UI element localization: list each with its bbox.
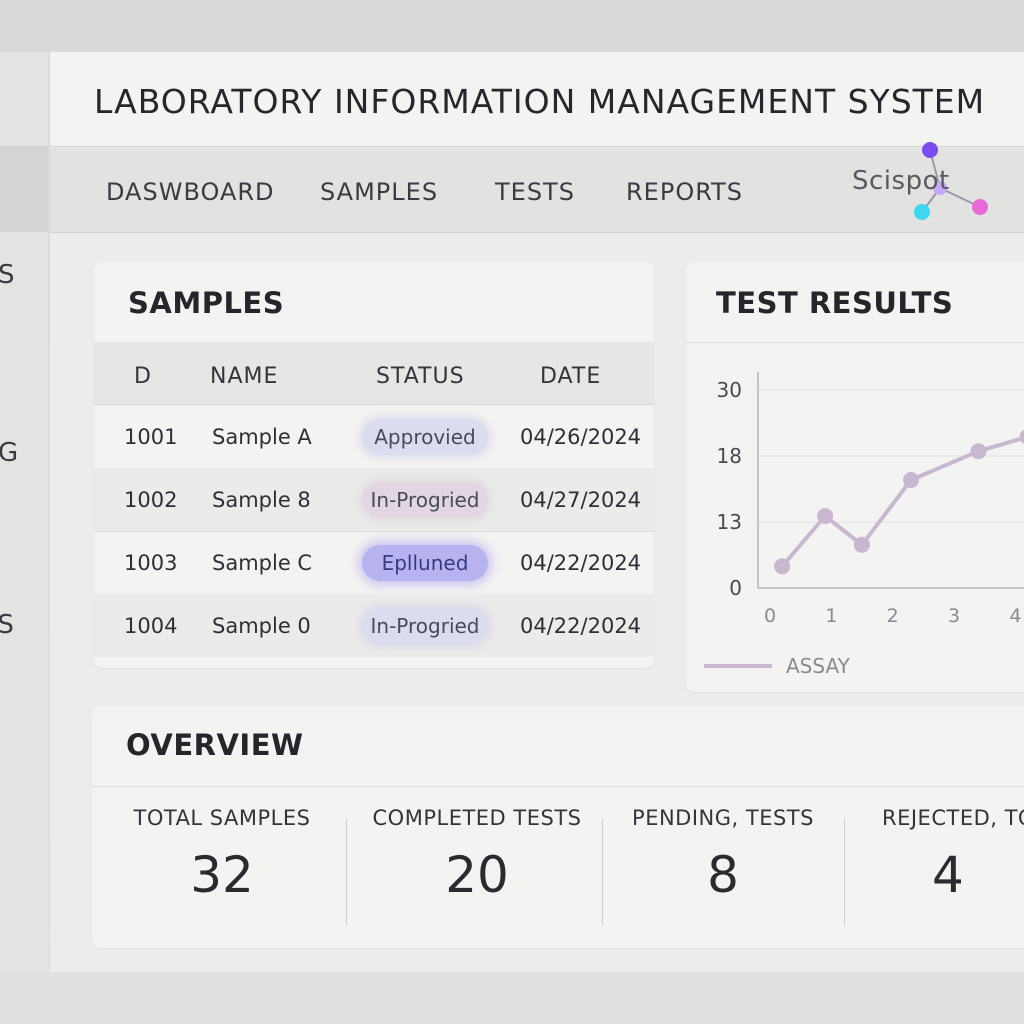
- sample-id: 1001: [124, 425, 178, 449]
- data-point: [1019, 429, 1024, 444]
- main-panel: LABORATORY INFORMATION MANAGEMENT SYSTEM…: [50, 52, 1024, 972]
- nav-bar: DASWBOARD SAMPLES TESTS REPORTS: [50, 148, 1024, 233]
- test-results-chart: 30 18 13 00 1 2 3 4 ASSAY: [704, 372, 1024, 678]
- series-line: [780, 435, 1024, 568]
- sample-name: Sample 8: [212, 488, 311, 512]
- stat-label: COMPLETED TESTS: [372, 806, 582, 830]
- sidebar-item-1[interactable]: S: [0, 260, 48, 290]
- sidebar-item-label: MS: [0, 610, 15, 640]
- table-row[interactable]: 1001 Sample A Approvied 04/26/2024: [94, 405, 654, 469]
- test-results-header: TEST RESULTS: [686, 262, 1024, 343]
- tab-samples[interactable]: SAMPLES: [320, 178, 439, 206]
- table-header-row: D NAME STATUS DATE: [94, 342, 654, 405]
- sample-date: 04/22/2024: [520, 551, 642, 575]
- samples-card-header: SAMPLES: [94, 262, 654, 343]
- table-row[interactable]: 1004 Sample 0 In-Progried 04/22/2024: [94, 594, 654, 657]
- stat-pending-tests: PENDING, TESTS 8: [628, 806, 818, 904]
- stat-label: PENDING, TESTS: [632, 806, 814, 830]
- sidebar: S G MS: [0, 52, 48, 972]
- x-tick-label: 0: [764, 605, 776, 627]
- sidebar-item-label: G: [0, 438, 20, 468]
- status-badge: In-Progried: [362, 608, 488, 644]
- title-bar: LABORATORY INFORMATION MANAGEMENT SYSTEM: [50, 52, 1024, 147]
- data-point: [903, 472, 919, 488]
- stat-value: 32: [190, 846, 254, 904]
- status-badge: In-Progried: [362, 482, 488, 518]
- status-badge: Approvied: [362, 419, 488, 455]
- column-header-name[interactable]: NAME: [210, 364, 279, 389]
- stat-divider: [602, 818, 603, 926]
- stat-total-samples: TOTAL SAMPLES 32: [132, 806, 312, 904]
- samples-card: SAMPLES D NAME STATUS DATE 1001 Sample A…: [94, 262, 654, 668]
- brand-name: Scispot: [852, 166, 950, 196]
- sample-name: Sample 0: [212, 614, 311, 638]
- overview-header: OVERVIEW: [92, 706, 1024, 787]
- sample-id: 1004: [124, 614, 178, 638]
- sidebar-item-3[interactable]: MS: [0, 610, 48, 640]
- stat-completed-tests: COMPLETED TESTS 20: [372, 806, 582, 904]
- sample-date: 04/26/2024: [520, 425, 642, 449]
- brand-logo: Scispot: [850, 140, 1000, 224]
- sample-date: 04/22/2024: [520, 614, 642, 638]
- stat-label: REJECTED, TO: [882, 806, 1024, 830]
- overview-card: OVERVIEW TOTAL SAMPLES 32 COMPLETED TEST…: [92, 706, 1024, 948]
- sidebar-item-label: S: [0, 260, 16, 290]
- x-tick-label: 2: [887, 605, 899, 627]
- sample-id: 1002: [124, 488, 178, 512]
- samples-title: SAMPLES: [128, 286, 285, 320]
- stat-rejected-tests: REJECTED, TO 4: [882, 806, 1024, 904]
- y-tick-label: 30: [717, 378, 742, 402]
- y-tick-label: 0: [729, 576, 742, 600]
- stat-divider: [346, 818, 347, 926]
- y-tick-label: 13: [717, 510, 742, 534]
- tab-tests[interactable]: TESTS: [495, 178, 575, 206]
- sidebar-item-2[interactable]: G: [0, 438, 48, 468]
- x-tick-label: 3: [948, 605, 960, 627]
- column-header-id[interactable]: D: [134, 364, 152, 389]
- column-header-status[interactable]: STATUS: [376, 364, 465, 389]
- column-header-date[interactable]: DATE: [540, 364, 602, 389]
- stat-value: 8: [707, 846, 739, 904]
- sample-name: Sample A: [212, 425, 312, 449]
- legend-label: ASSAY: [786, 654, 851, 678]
- data-point: [817, 508, 834, 524]
- test-results-title: TEST RESULTS: [716, 286, 954, 320]
- stat-value: 20: [445, 846, 509, 904]
- sample-name: Sample C: [212, 551, 313, 575]
- sample-date: 04/27/2024: [520, 488, 642, 512]
- data-point: [774, 558, 791, 575]
- stat-label: TOTAL SAMPLES: [133, 806, 311, 830]
- data-point: [853, 536, 870, 553]
- app-title: LABORATORY INFORMATION MANAGEMENT SYSTEM: [94, 82, 986, 121]
- stat-value: 4: [932, 846, 964, 904]
- table-row[interactable]: 1002 Sample 8 In-Progried 04/27/2024: [94, 468, 654, 532]
- y-tick-label: 18: [717, 444, 742, 468]
- sample-id: 1003: [124, 551, 178, 575]
- x-tick-label: 1: [825, 605, 837, 627]
- status-badge: Eplluned: [362, 545, 488, 581]
- tab-reports[interactable]: REPORTS: [626, 178, 744, 206]
- molecule-icon: [914, 142, 988, 220]
- data-point: [970, 443, 987, 460]
- x-tick-label: 4: [1009, 605, 1021, 627]
- stat-divider: [844, 818, 845, 926]
- tab-dashboard[interactable]: DASWBOARD: [106, 178, 275, 206]
- sidebar-active-highlight: [0, 146, 48, 232]
- overview-title: OVERVIEW: [126, 728, 304, 762]
- test-results-card: TEST RESULTS 30 18 13 0 0 1 2 3 4 ASSAY: [686, 262, 1024, 692]
- table-row[interactable]: 1003 Sample C Eplluned 04/22/2024: [94, 531, 654, 595]
